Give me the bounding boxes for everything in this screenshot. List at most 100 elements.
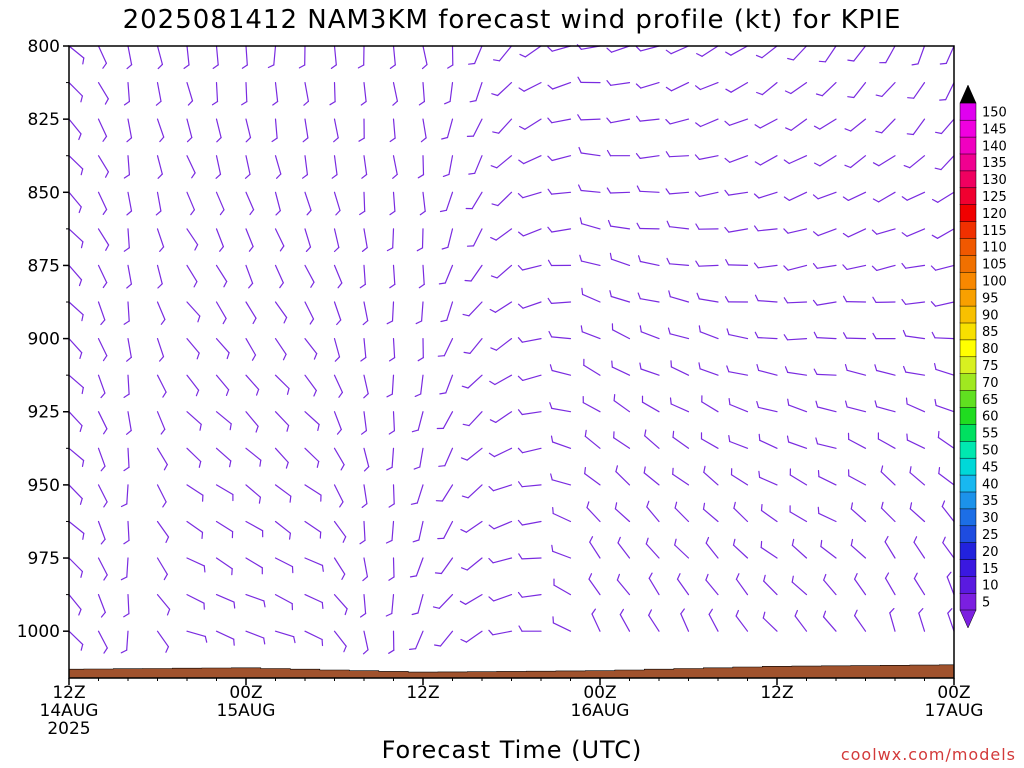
- wind-barb: [274, 228, 285, 252]
- wind-barb: [416, 228, 424, 252]
- wind-barb: [156, 264, 163, 289]
- wind-barb: [68, 630, 84, 651]
- wind-barb: [97, 593, 106, 618]
- wind-barb: [789, 505, 808, 523]
- wind-barb: [639, 325, 660, 340]
- wind-barb: [609, 290, 631, 303]
- wind-barb: [333, 264, 343, 289]
- wind-barb: [547, 226, 572, 233]
- wind-barb: [413, 447, 424, 470]
- wind-barb: [245, 630, 266, 645]
- y-tick-label: 950: [28, 476, 60, 496]
- wind-barb: [703, 465, 719, 486]
- wind-barb: [361, 484, 368, 508]
- wind-barb: [97, 374, 106, 399]
- wind-barb: [418, 81, 425, 106]
- wind-barb: [304, 228, 312, 252]
- wind-barb: [462, 301, 483, 317]
- wind-barb: [901, 298, 926, 305]
- wind-barb: [645, 537, 660, 559]
- wind-barb: [439, 374, 454, 395]
- wind-barb: [787, 398, 808, 413]
- wind-barb: [304, 593, 324, 610]
- wind-barb: [488, 520, 513, 530]
- wind-barb: [419, 191, 426, 216]
- colorbar-label: 35: [982, 494, 999, 509]
- wind-barb: [694, 154, 719, 160]
- wind-barb: [186, 411, 202, 431]
- wind-barb: [245, 520, 264, 538]
- colorbar-swatch: [959, 153, 977, 172]
- colorbar-swatch: [959, 440, 977, 459]
- wind-barb: [552, 616, 572, 632]
- wind-barb: [946, 571, 955, 596]
- wind-barb: [386, 374, 395, 398]
- wind-barb: [588, 573, 601, 596]
- wind-barb: [725, 259, 749, 266]
- wind-barb: [669, 397, 690, 413]
- wind-barb: [97, 118, 108, 142]
- colorbar-label: 10: [982, 579, 999, 594]
- wind-barb: [616, 573, 631, 596]
- colorbar-swatch: [959, 254, 977, 273]
- wind-barb: [156, 484, 167, 508]
- wind-barb: [68, 191, 82, 214]
- colorbar-label: 90: [982, 308, 999, 323]
- wind-barb: [126, 338, 132, 362]
- wind-barb: [411, 411, 424, 433]
- wind-barb: [420, 118, 427, 143]
- wind-barb: [755, 45, 778, 59]
- colorbar-swatch: [959, 136, 977, 155]
- wind-barb: [812, 191, 837, 200]
- wind-barb: [817, 506, 837, 523]
- colorbar-label: 40: [982, 477, 999, 492]
- wind-barb: [460, 520, 483, 533]
- wind-barb: [68, 264, 83, 287]
- y-axis: 800 825 850 875 900 925 950 975 1000: [17, 37, 69, 642]
- wind-barb: [783, 191, 808, 201]
- wind-barb: [584, 429, 601, 449]
- wind-barb: [635, 81, 660, 89]
- wind-barb: [304, 484, 322, 502]
- wind-barb: [874, 400, 896, 413]
- wind-barb: [156, 447, 168, 471]
- wind-barb: [847, 81, 867, 99]
- wind-barb: [889, 607, 896, 632]
- wind-barb: [490, 155, 513, 169]
- wind-barb: [942, 536, 955, 559]
- wind-barb: [668, 290, 690, 303]
- colorbar-label: 60: [982, 410, 999, 425]
- wind-barb: [517, 191, 542, 199]
- wind-barb: [461, 374, 483, 389]
- colorbar-swatch: [959, 288, 977, 307]
- wind-barb: [211, 81, 219, 106]
- y-tick-label: 850: [28, 183, 60, 203]
- wind-barb: [698, 362, 719, 376]
- x-tick-label: 12Z: [52, 683, 85, 703]
- wind-barb: [644, 429, 660, 449]
- wind-barb: [763, 574, 778, 596]
- wind-barb: [614, 502, 631, 523]
- wind-barb: [730, 468, 749, 486]
- wind-barb: [330, 45, 337, 70]
- wind-barb: [844, 364, 867, 376]
- wind-barb: [517, 228, 542, 237]
- wind-barb: [490, 228, 513, 241]
- wind-barb: [186, 228, 199, 251]
- wind-barb: [517, 374, 542, 381]
- colorbar-label: 95: [982, 291, 999, 306]
- wind-barb: [361, 411, 367, 435]
- wind-barb: [272, 81, 279, 106]
- wind-barb: [931, 331, 955, 340]
- wind-barb: [186, 447, 202, 468]
- wind-barb: [939, 45, 955, 65]
- wind-barb: [156, 374, 167, 398]
- wind-barb: [123, 593, 130, 618]
- wind-barb: [791, 575, 808, 596]
- wind-barb: [815, 437, 837, 449]
- wind-barb: [304, 447, 320, 468]
- wind-barb: [437, 520, 454, 540]
- wind-barb: [304, 557, 324, 572]
- wind-barb: [756, 364, 778, 376]
- colorbar-swatch: [959, 474, 977, 493]
